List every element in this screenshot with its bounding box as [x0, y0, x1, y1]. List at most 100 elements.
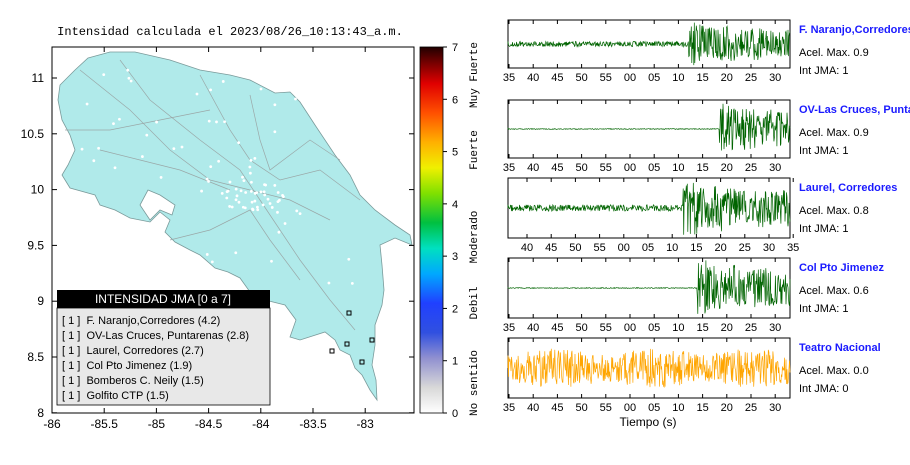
- town-marker: [253, 199, 257, 203]
- town-marker: [237, 141, 241, 145]
- panel-x-tick-label: 40: [527, 72, 539, 84]
- town-marker: [237, 200, 241, 204]
- town-marker: [266, 197, 270, 201]
- panel-x-tick-label: 10: [666, 242, 678, 254]
- legend-item: [ 1 ] Col Pto Jimenez (1.9): [62, 360, 192, 372]
- town-marker: [101, 261, 105, 265]
- town-marker: [147, 263, 151, 266]
- colorbar: 0 1 2 3 4 5 6 7 No sentido Debil Moderado Fuert…: [419, 42, 481, 420]
- town-marker: [270, 206, 274, 209]
- town-marker: [347, 257, 351, 261]
- panel-x-tick-label: 20: [721, 322, 733, 334]
- station-name: Teatro Nacional: [799, 342, 881, 354]
- town-marker: [205, 177, 209, 181]
- town-marker: [235, 194, 239, 198]
- town-marker: [80, 147, 84, 151]
- panel-x-tick-label: 40: [527, 162, 539, 174]
- town-marker: [81, 234, 84, 238]
- panel-x-tick-label: 15: [696, 72, 708, 84]
- panel-x-tick-label: 15: [690, 242, 702, 254]
- seismogram-panel: 35 40 45 50 55 00 05 10 15 20 25 30 Col Pto Jimenez A…: [503, 257, 884, 334]
- legend-item: [ 1 ] Laurel, Corredores (2.7): [62, 345, 204, 357]
- town-marker: [263, 193, 267, 197]
- town-marker: [228, 180, 232, 184]
- town-marker: [327, 281, 331, 285]
- town-marker: [101, 272, 105, 276]
- town-marker: [244, 191, 248, 194]
- station-int: Int JMA: 1: [799, 145, 849, 157]
- panel-x-tick-label: 10: [672, 322, 684, 334]
- panel-x-tick-label: 45: [551, 72, 563, 84]
- town-marker: [250, 200, 254, 204]
- town-marker: [248, 165, 252, 169]
- town-marker: [241, 175, 244, 179]
- town-marker: [128, 285, 131, 289]
- station-int: Int JMA: 0: [799, 383, 849, 395]
- panel-x-tick-label: 50: [575, 162, 587, 174]
- panel-x-tick-label: 50: [575, 322, 587, 334]
- town-marker: [241, 205, 245, 209]
- colorbar-tick-label: 6: [452, 94, 458, 106]
- station-acel: Acel. Max. 0.9: [799, 127, 869, 139]
- town-marker: [323, 100, 326, 104]
- town-marker: [294, 97, 297, 101]
- town-marker: [270, 259, 273, 263]
- town-marker: [123, 238, 126, 242]
- town-marker: [234, 187, 238, 191]
- panel-x-tick-label: 00: [624, 402, 636, 414]
- colorbar-tick-label: 2: [452, 303, 458, 315]
- station-marker: [369, 337, 375, 343]
- town-marker: [112, 122, 115, 126]
- town-marker: [269, 85, 273, 89]
- panel-x-tick-label: 45: [545, 242, 557, 254]
- panel-x-tick-label: 25: [745, 402, 757, 414]
- panel-x-tick-label: 05: [648, 402, 660, 414]
- panel-x-tick-label: 05: [648, 72, 660, 84]
- town-marker: [259, 87, 263, 91]
- town-marker: [307, 98, 311, 102]
- panel-x-tick-label: 55: [593, 242, 605, 254]
- panel-x-tick-label: 35: [503, 162, 515, 174]
- map-y-tick-label: 8: [37, 406, 44, 420]
- town-marker: [205, 253, 209, 256]
- station-marker: [359, 359, 365, 365]
- town-marker: [276, 210, 279, 214]
- town-marker: [161, 240, 164, 244]
- town-marker: [281, 194, 284, 197]
- panel-x-tick-label: 40: [527, 402, 539, 414]
- town-marker: [210, 260, 214, 264]
- panel-x-tick-label: 25: [745, 72, 757, 84]
- panel-x-tick-label: 10: [672, 402, 684, 414]
- town-marker: [102, 73, 106, 77]
- town-marker: [250, 180, 253, 184]
- panel-x-tick-label: 10: [672, 72, 684, 84]
- panel-x-tick-label: 25: [745, 162, 757, 174]
- station-acel: Acel. Max. 0.9: [799, 47, 869, 59]
- panel-x-tick-label: 25: [745, 322, 757, 334]
- panel-x-tick-label: 35: [503, 402, 515, 414]
- town-marker: [114, 243, 118, 246]
- map-y-tick-label: 10: [31, 183, 45, 197]
- town-marker: [338, 126, 342, 130]
- x-axis-label: Tiempo (s): [620, 415, 677, 429]
- town-marker: [223, 120, 226, 124]
- town-marker: [262, 190, 266, 194]
- town-marker: [220, 191, 224, 195]
- seismogram-trace: [507, 260, 791, 314]
- station-int: Int JMA: 1: [799, 303, 849, 315]
- seismogram-panel: 35 40 45 50 55 00 05 10 15 20 25 30 OV-Las Cruces, P…: [503, 99, 910, 174]
- map-y-tick-label: 9: [37, 294, 44, 308]
- town-marker: [215, 120, 218, 124]
- town-marker: [276, 191, 280, 194]
- town-markers: [80, 68, 359, 290]
- town-marker: [276, 200, 280, 204]
- seismogram-panel: 35 40 45 50 55 00 05 10 15 20 25 30 F. Naranjo,Corre…: [503, 19, 910, 84]
- panel-x-tick-label: 00: [624, 322, 636, 334]
- panel-x-tick-label: 50: [575, 72, 587, 84]
- town-marker: [200, 189, 203, 193]
- map-y-tick-label: 8.5: [27, 350, 44, 364]
- colorbar-label: No sentido: [469, 350, 481, 416]
- panel-x-tick-label: 05: [648, 162, 660, 174]
- station-acel: Acel. Max. 0.8: [799, 205, 869, 217]
